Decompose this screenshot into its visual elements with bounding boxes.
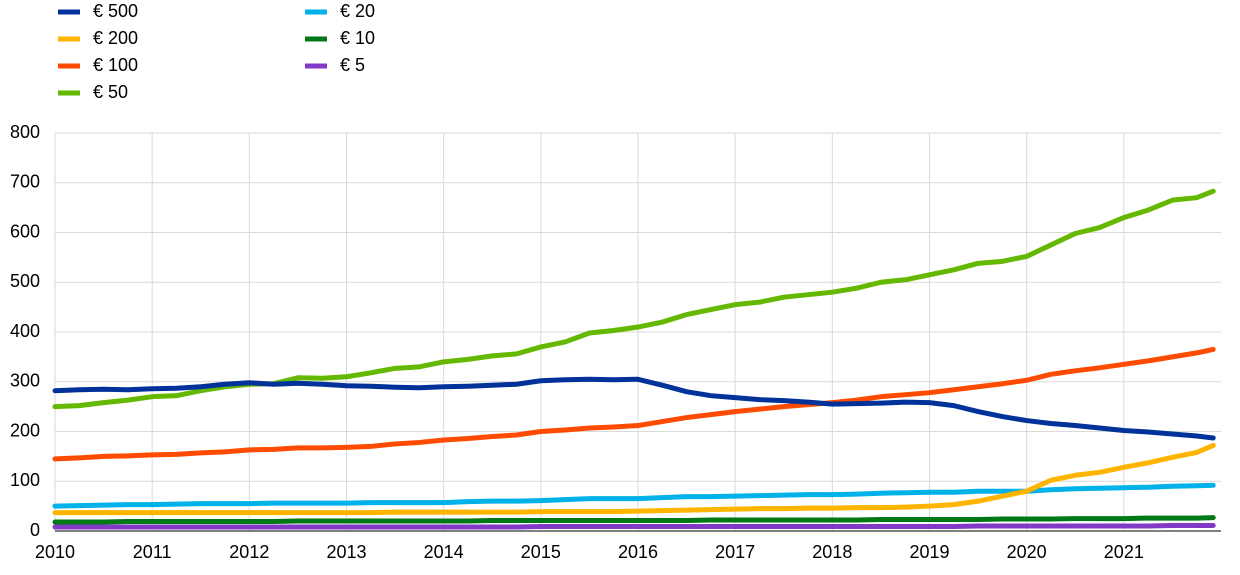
x-tick-label: 2015 xyxy=(521,542,561,562)
x-tick-label: 2013 xyxy=(326,542,366,562)
x-tick-label: 2021 xyxy=(1104,542,1144,562)
x-tick-label: 2019 xyxy=(909,542,949,562)
data-line xyxy=(52,376,1216,441)
legend-label: € 10 xyxy=(340,28,375,48)
x-tick-label: 2010 xyxy=(35,542,75,562)
legend-label: € 100 xyxy=(93,55,138,75)
legend-label: € 20 xyxy=(340,1,375,21)
y-tick-label: 500 xyxy=(10,271,40,291)
legend-label: € 5 xyxy=(340,55,365,75)
data-line xyxy=(52,442,1216,516)
data-line xyxy=(52,515,1216,525)
y-tick-label: 400 xyxy=(10,321,40,341)
y-tick-label: 800 xyxy=(10,122,40,142)
legend-label: € 500 xyxy=(93,1,138,21)
data-line xyxy=(52,188,1216,410)
y-tick-label: 100 xyxy=(10,470,40,490)
data-line xyxy=(52,523,1216,530)
x-tick-label: 2011 xyxy=(133,542,172,562)
data-line xyxy=(52,346,1216,462)
data-line xyxy=(52,482,1216,509)
x-tick-label: 2014 xyxy=(424,542,464,562)
legend-label: € 50 xyxy=(93,82,128,102)
legend-label: € 200 xyxy=(93,28,138,48)
y-tick-label: 0 xyxy=(30,520,40,540)
y-tick-label: 300 xyxy=(10,371,40,391)
x-tick-label: 2017 xyxy=(715,542,755,562)
x-tick-label: 2020 xyxy=(1007,542,1047,562)
y-tick-label: 700 xyxy=(10,172,40,192)
x-tick-label: 2012 xyxy=(229,542,269,562)
x-tick-label: 2016 xyxy=(618,542,658,562)
x-tick-label: 2018 xyxy=(812,542,852,562)
y-tick-label: 600 xyxy=(10,221,40,241)
y-tick-label: 200 xyxy=(10,420,40,440)
